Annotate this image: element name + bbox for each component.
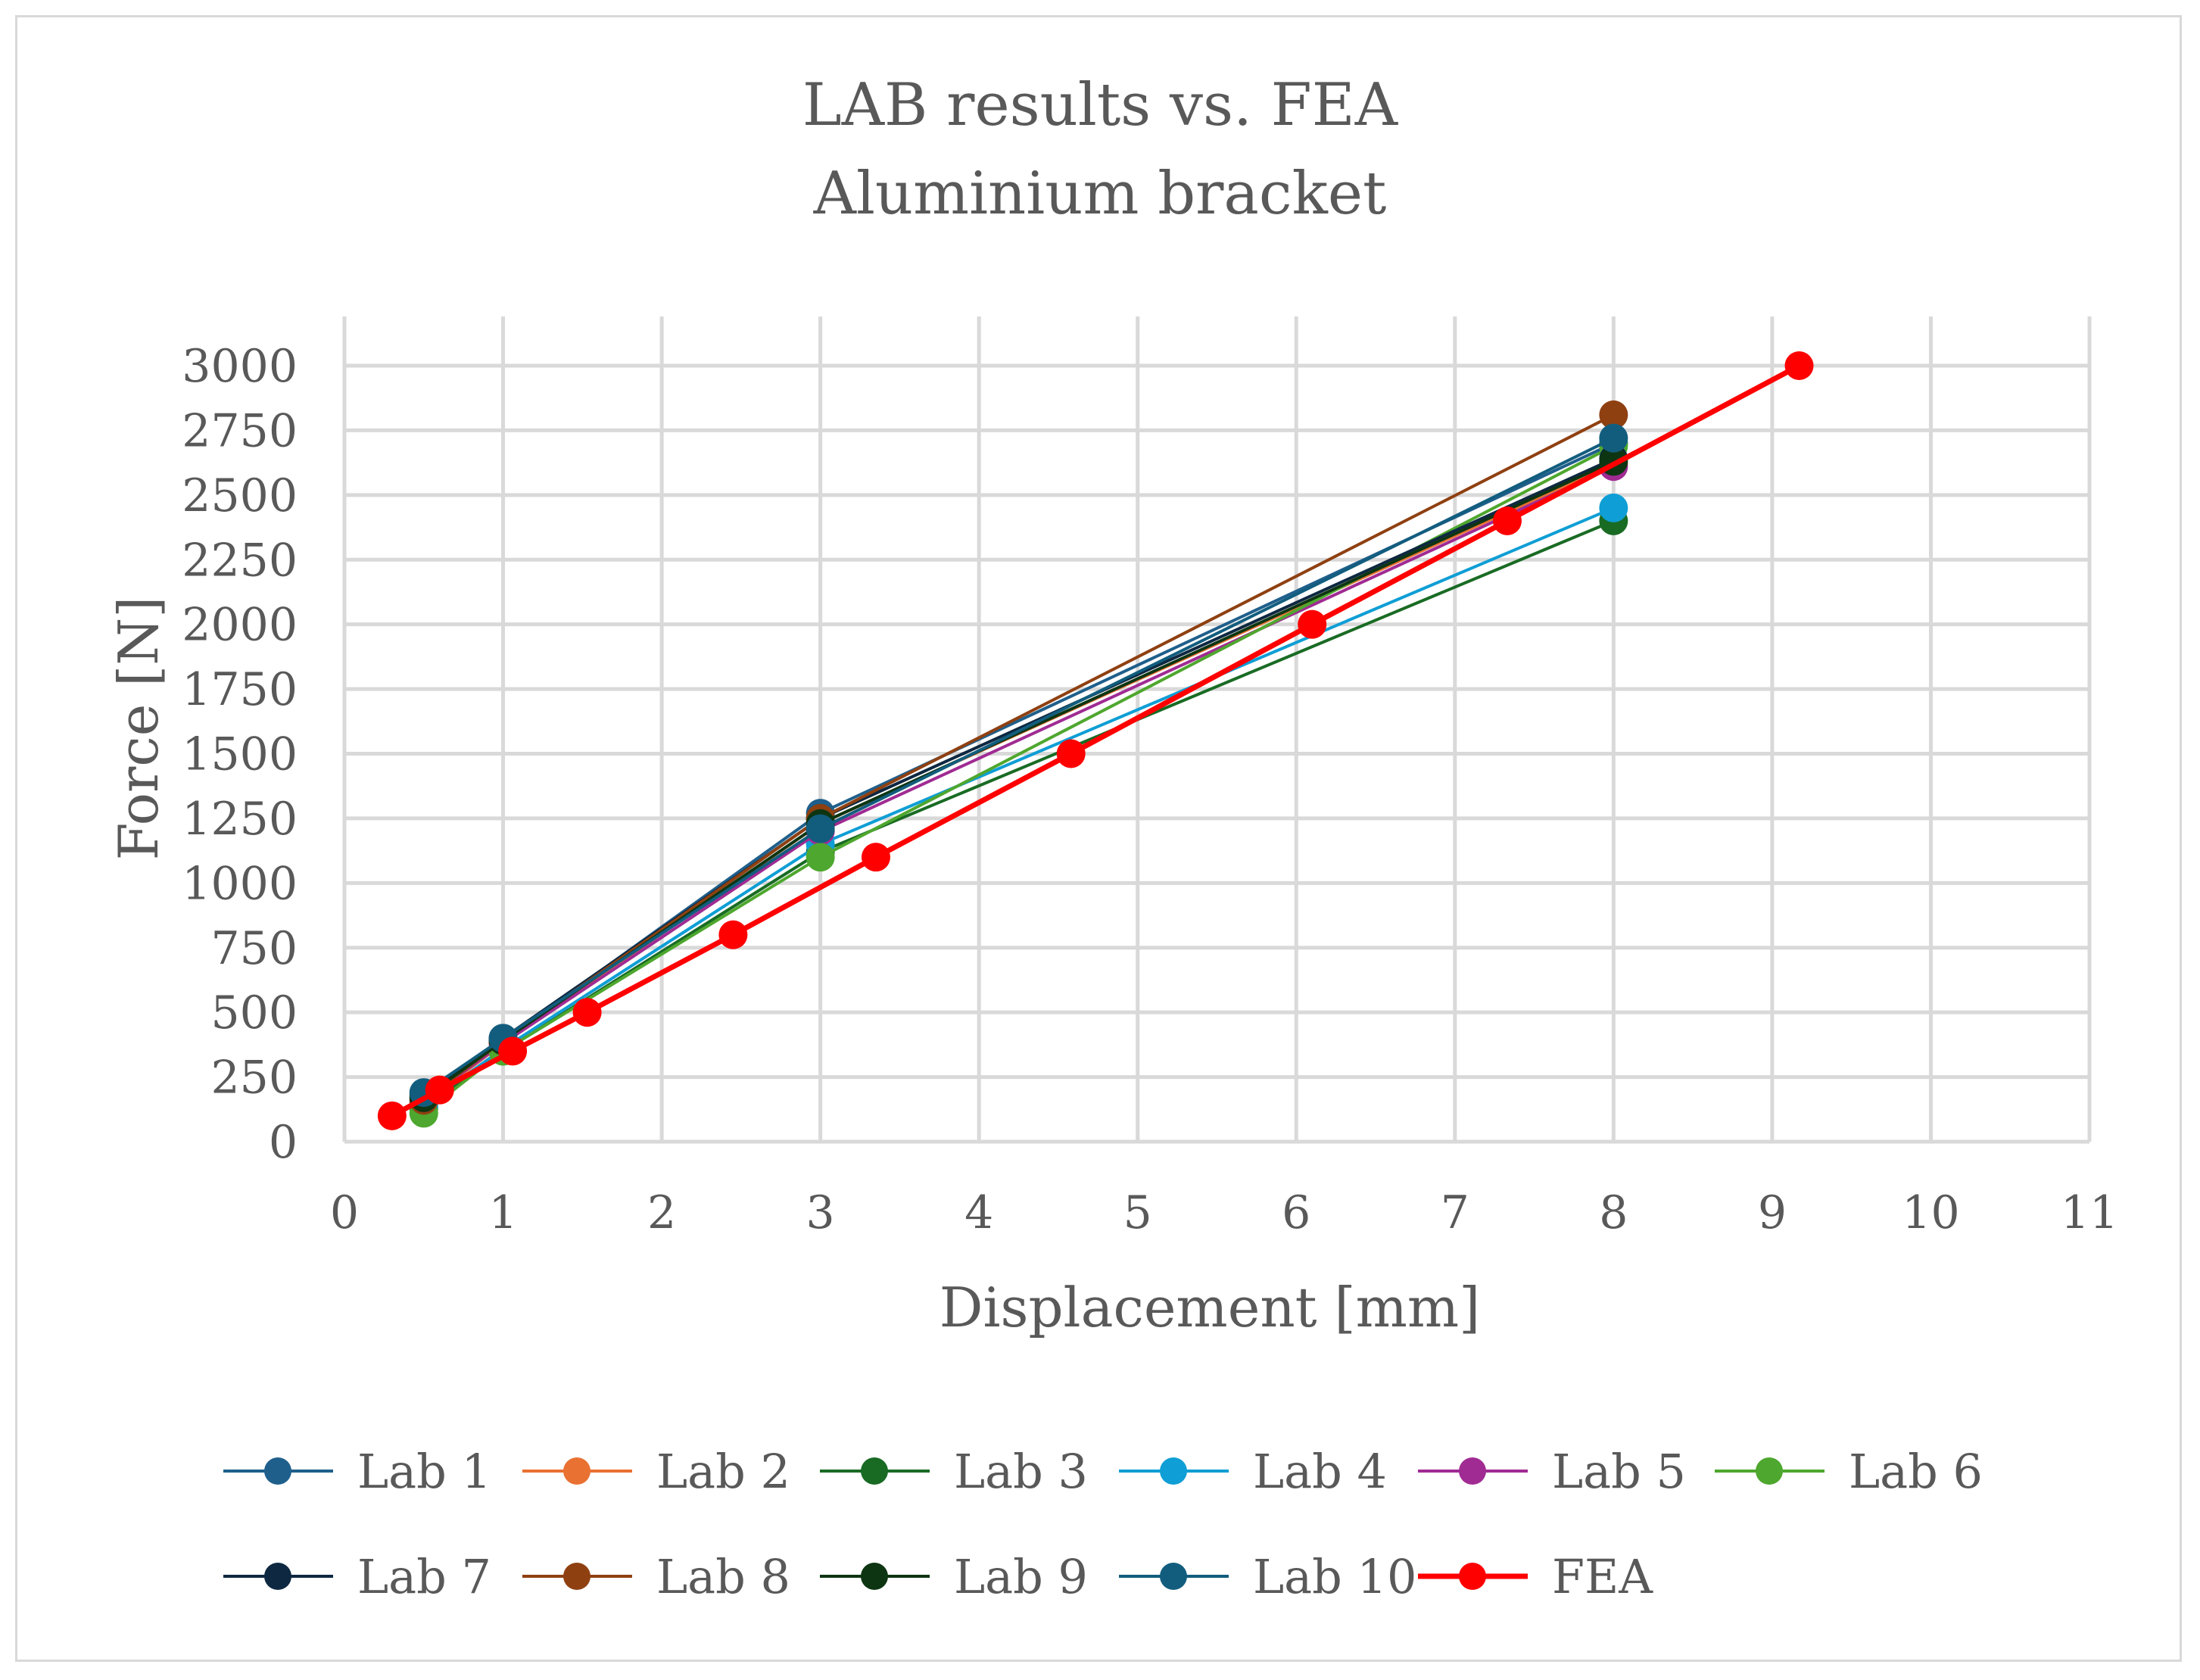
x-tick-label: 1 <box>488 1186 517 1239</box>
x-tick-label: 6 <box>1282 1186 1310 1239</box>
data-point-fea <box>1784 351 1814 380</box>
series-line-lab-10 <box>422 436 1615 1094</box>
legend-marker <box>563 1457 591 1485</box>
series-line-lab-8 <box>422 413 1615 1102</box>
y-tick-label: 2500 <box>182 469 298 522</box>
legend-marker <box>264 1563 291 1590</box>
data-point-fea <box>377 1101 407 1130</box>
series-line-lab-7 <box>422 457 1615 1097</box>
legend-marker <box>563 1563 591 1590</box>
series-lab-4 <box>409 493 1628 1121</box>
x-tick-label: 4 <box>964 1186 993 1239</box>
grid <box>342 316 2092 1144</box>
legend: Lab 1 Lab 2 Lab 3 Lab 4 Lab 5 Lab 6 Lab 7 Lab 8… <box>223 1444 1983 1604</box>
legend-marker <box>1756 1457 1783 1485</box>
x-tick-label: 9 <box>1758 1186 1787 1239</box>
legend-item-lab-7: Lab 7 <box>223 1549 491 1604</box>
y-axis-label: Force [N] <box>107 597 170 861</box>
x-tick-label: 10 <box>1902 1186 1959 1239</box>
y-tick-label: 1000 <box>182 857 298 910</box>
chart-frame <box>15 15 2182 1662</box>
legend-marker <box>264 1457 291 1485</box>
data-point-lab-6 <box>806 843 835 872</box>
data-point-fea <box>1492 506 1522 535</box>
legend-label: Lab 4 <box>1253 1444 1387 1499</box>
data-point-lab-10 <box>806 814 835 843</box>
data-point-fea <box>861 843 890 872</box>
legend-item-lab-5: Lab 5 <box>1418 1444 1686 1499</box>
legend-item-lab-1: Lab 1 <box>223 1444 491 1499</box>
y-tick-label: 2750 <box>182 404 298 457</box>
legend-label: Lab 2 <box>656 1444 790 1499</box>
legend-label: Lab 6 <box>1849 1444 1983 1499</box>
data-point-lab-10 <box>1599 423 1628 453</box>
series-lab-3 <box>409 506 1628 1123</box>
legend-marker <box>1459 1457 1486 1485</box>
legend-label: Lab 5 <box>1552 1444 1686 1499</box>
legend-item-lab-8: Lab 8 <box>522 1549 790 1604</box>
legend-label: Lab 8 <box>656 1549 790 1604</box>
x-tick-label: 3 <box>806 1186 835 1239</box>
x-tick-label: 5 <box>1123 1186 1152 1239</box>
data-point-fea <box>425 1075 454 1105</box>
series-line-fea <box>391 363 1801 1118</box>
legend-marker <box>1459 1563 1486 1590</box>
series-line-lab-3 <box>422 519 1615 1110</box>
x-tick-label: 2 <box>647 1186 676 1239</box>
chart-title: LAB results vs. FEA <box>802 71 1399 139</box>
tick-labels: 0 1 2 3 4 5 6 7 8 9 10 11 0 250 500 750 1000 1250 1500 1750… <box>182 340 2118 1239</box>
legend-label: Lab 7 <box>357 1549 491 1604</box>
legend-label: Lab 1 <box>357 1444 491 1499</box>
x-tick-label: 7 <box>1441 1186 1469 1239</box>
series-layer <box>377 351 1814 1130</box>
legend-item-lab-4: Lab 4 <box>1119 1444 1387 1499</box>
legend-marker <box>1160 1457 1187 1485</box>
legend-item-lab-6: Lab 6 <box>1715 1444 1983 1499</box>
legend-item-lab-2: Lab 2 <box>522 1444 790 1499</box>
y-tick-label: 1250 <box>182 793 298 846</box>
series-line-lab-4 <box>422 506 1615 1107</box>
y-tick-label: 2250 <box>182 534 298 587</box>
data-point-lab-4 <box>1599 493 1628 522</box>
y-tick-label: 0 <box>269 1116 298 1169</box>
y-tick-label: 1750 <box>182 663 298 716</box>
y-tick-label: 1500 <box>182 728 298 781</box>
y-tick-label: 3000 <box>182 340 298 393</box>
data-point-fea <box>498 1036 528 1066</box>
data-point-fea <box>718 920 748 949</box>
y-tick-label: 750 <box>210 922 298 975</box>
data-point-fea <box>572 998 602 1027</box>
legend-item-lab-9: Lab 9 <box>820 1549 1088 1604</box>
y-tick-label: 2000 <box>182 599 298 652</box>
chart-subtitle: Aluminium bracket <box>813 160 1387 228</box>
x-axis-label: Displacement [mm] <box>940 1276 1480 1339</box>
y-tick-label: 500 <box>210 986 298 1039</box>
data-point-lab-8 <box>1599 400 1628 429</box>
y-tick-label: 250 <box>210 1052 298 1105</box>
legend-label: Lab 10 <box>1253 1549 1416 1604</box>
series-line-lab-6 <box>422 444 1615 1114</box>
data-point-fea <box>1298 609 1327 639</box>
x-tick-label: 11 <box>2061 1186 2118 1239</box>
x-tick-label: 8 <box>1599 1186 1628 1239</box>
legend-label: Lab 3 <box>954 1444 1088 1499</box>
legend-item-lab-10: Lab 10 <box>1119 1549 1416 1604</box>
legend-marker <box>1160 1563 1187 1590</box>
x-tick-label: 0 <box>330 1186 359 1239</box>
series-fea <box>377 351 1814 1130</box>
legend-marker <box>861 1563 888 1590</box>
legend-item-fea: FEA <box>1418 1549 1653 1604</box>
legend-marker <box>861 1457 888 1485</box>
legend-label: Lab 9 <box>954 1549 1088 1604</box>
data-point-fea <box>1056 739 1086 768</box>
legend-item-lab-3: Lab 3 <box>820 1444 1088 1499</box>
legend-label: FEA <box>1552 1549 1653 1604</box>
